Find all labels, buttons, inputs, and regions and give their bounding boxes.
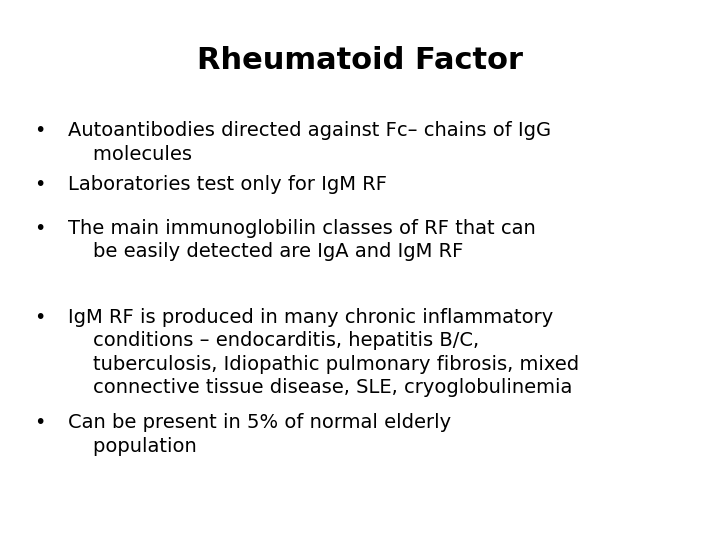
Text: •: • — [34, 219, 45, 238]
Text: •: • — [34, 176, 45, 194]
Text: Autoantibodies directed against Fc– chains of IgG
    molecules: Autoantibodies directed against Fc– chai… — [68, 122, 552, 164]
Text: Can be present in 5% of normal elderly
    population: Can be present in 5% of normal elderly p… — [68, 413, 451, 456]
Text: •: • — [34, 308, 45, 327]
Text: •: • — [34, 122, 45, 140]
Text: Rheumatoid Factor: Rheumatoid Factor — [197, 46, 523, 75]
Text: IgM RF is produced in many chronic inflammatory
    conditions – endocarditis, h: IgM RF is produced in many chronic infla… — [68, 308, 580, 397]
Text: The main immunoglobilin classes of RF that can
    be easily detected are IgA an: The main immunoglobilin classes of RF th… — [68, 219, 536, 261]
Text: •: • — [34, 413, 45, 432]
Text: Laboratories test only for IgM RF: Laboratories test only for IgM RF — [68, 176, 387, 194]
